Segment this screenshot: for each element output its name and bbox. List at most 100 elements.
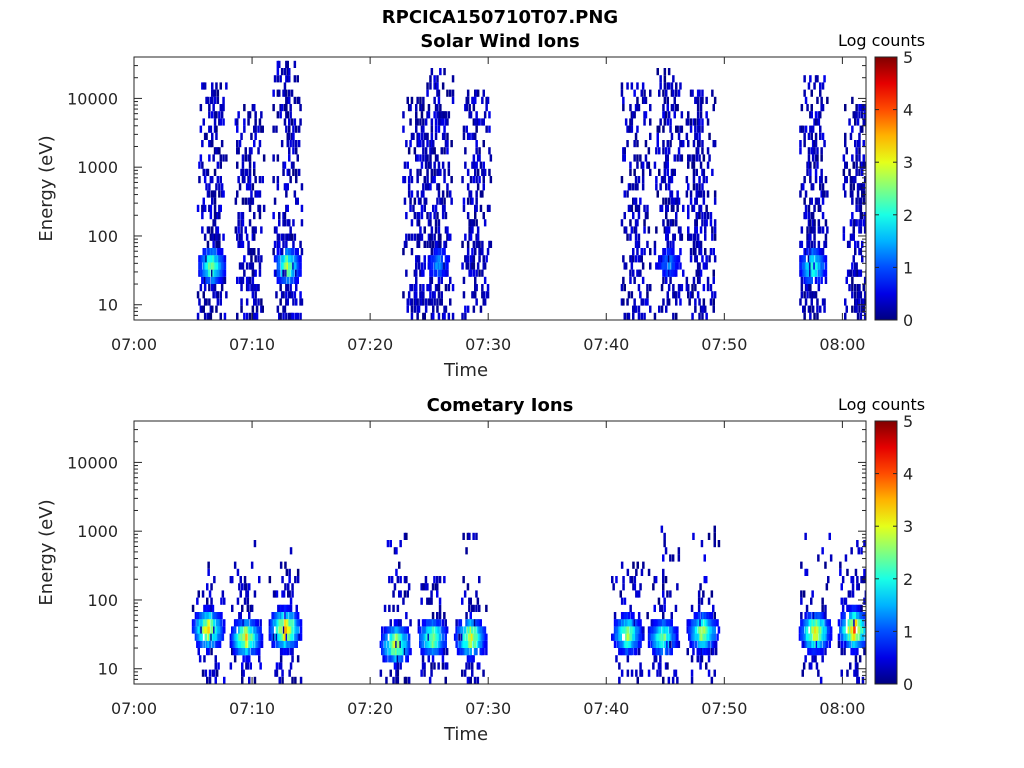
data-cell [625,612,628,620]
data-cell [284,648,287,656]
data-cell [279,75,282,83]
data-cell [416,312,419,320]
data-cell [285,284,288,292]
data-cell [805,604,809,612]
data-cell [273,269,277,277]
data-cell [451,75,455,83]
data-cell [635,633,638,641]
data-cell [272,640,276,648]
data-cell [863,640,866,648]
data-cell [409,104,412,112]
data-cell [255,305,259,313]
data-cell [691,89,694,97]
data-cell [855,298,858,306]
data-cell [441,248,445,256]
data-cell [207,612,210,620]
data-cell [427,111,431,119]
data-cell [295,284,298,292]
data-cell [636,640,639,648]
data-cell [429,75,432,83]
data-cell [824,648,827,656]
data-cell [396,576,400,584]
data-cell [285,111,288,119]
data-cell [272,154,275,162]
data-cell [434,125,438,133]
data-cell [627,312,631,320]
data-cell [413,291,417,299]
data-cell [236,640,240,648]
data-cell [665,305,668,313]
data-cell [242,655,245,663]
data-cell [288,96,291,104]
data-cell [278,662,281,670]
data-cell [275,590,279,598]
data-cell [241,640,244,648]
data-cell [640,568,644,576]
data-cell [632,640,635,648]
data-cell [472,96,476,104]
data-cell [447,161,451,169]
data-cell [271,640,274,648]
data-cell [395,662,398,670]
data-cell [804,568,807,576]
data-cell [819,183,822,191]
data-cell [622,298,625,306]
data-cell [473,648,477,656]
data-cell [273,240,277,248]
data-cell [421,583,425,591]
data-cell [396,662,400,670]
data-cell [472,240,476,248]
data-cell [809,312,812,320]
data-cell [405,655,408,663]
data-cell [844,190,847,198]
data-cell [282,212,285,220]
data-cell [420,132,424,140]
data-cell [814,140,818,148]
data-cell [845,176,848,184]
data-cell [206,255,210,263]
data-cell [654,626,658,634]
data-cell [705,96,708,104]
data-cell [278,89,281,97]
data-cell [258,640,261,648]
data-cell [622,96,625,104]
data-cell [623,212,626,220]
data-cell [673,96,676,104]
data-cell [211,284,214,292]
data-cell [255,619,258,627]
data-cell [620,284,624,292]
data-cell [209,212,213,220]
data-cell [200,640,203,648]
data-cell [217,662,220,670]
data-cell [855,111,858,119]
data-cell [861,190,864,198]
data-cell [434,240,438,248]
data-cell [402,626,405,634]
data-cell [828,532,831,540]
data-cell [813,140,816,148]
data-cell [446,89,449,97]
data-cell [392,633,395,641]
data-cell [433,176,436,184]
data-cell [856,662,859,670]
data-cell [243,619,247,627]
panel-title-solar-wind: Solar Wind Ions [420,31,580,52]
data-cell [672,204,675,212]
data-cell [676,204,679,212]
data-cell [475,298,478,306]
data-cell [689,197,693,205]
data-cell [419,154,422,162]
data-cell [300,298,304,306]
data-cell [436,284,439,292]
x-tick-label: 07:00 [111,335,157,354]
data-cell [864,590,866,598]
data-cell [218,147,221,155]
data-cell [861,111,864,119]
data-cell [434,284,438,292]
data-cell [211,626,215,634]
data-cell [652,626,655,634]
data-cell [468,626,471,634]
data-cell [697,648,701,656]
data-cell [243,312,246,320]
data-cell [813,118,816,126]
